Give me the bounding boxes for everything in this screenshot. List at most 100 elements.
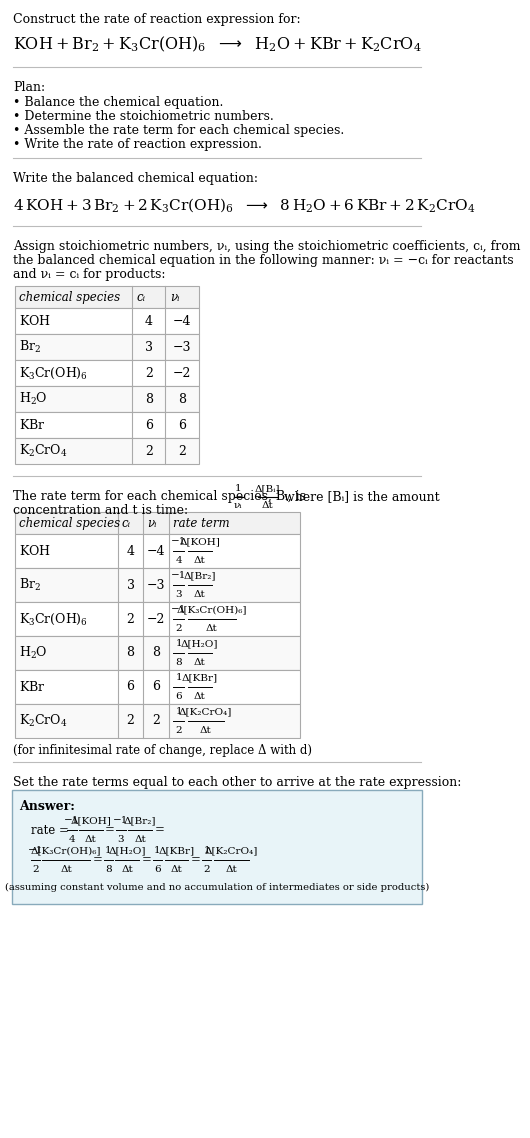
Text: $\mathregular{H_2O}$: $\mathregular{H_2O}$ bbox=[20, 391, 48, 407]
Text: Δt: Δt bbox=[121, 865, 133, 874]
Text: νᵢ: νᵢ bbox=[147, 517, 157, 529]
Text: =: = bbox=[142, 854, 152, 866]
Text: −4: −4 bbox=[147, 544, 165, 558]
Text: $\mathregular{K_2CrO_4}$: $\mathregular{K_2CrO_4}$ bbox=[20, 443, 68, 459]
Text: 8: 8 bbox=[152, 646, 160, 660]
Text: Δ[KBr]: Δ[KBr] bbox=[182, 673, 218, 682]
Text: −4: −4 bbox=[173, 314, 191, 328]
Text: where [Bᵢ] is the amount: where [Bᵢ] is the amount bbox=[284, 490, 440, 503]
Text: the balanced chemical equation in the following manner: νᵢ = −cᵢ for reactants: the balanced chemical equation in the fo… bbox=[13, 254, 514, 267]
Text: Δ[K₃Cr(OH)₆]: Δ[K₃Cr(OH)₆] bbox=[31, 846, 102, 855]
Text: • Balance the chemical equation.: • Balance the chemical equation. bbox=[13, 96, 224, 109]
Text: $\mathregular{KOH}$: $\mathregular{KOH}$ bbox=[19, 544, 50, 558]
Text: −1: −1 bbox=[171, 537, 187, 546]
Text: 2: 2 bbox=[127, 715, 135, 727]
Text: −2: −2 bbox=[147, 612, 165, 626]
Text: −1: −1 bbox=[28, 846, 43, 855]
Text: Δ[KBr]: Δ[KBr] bbox=[158, 846, 195, 855]
Text: =: = bbox=[191, 854, 201, 866]
Text: chemical species: chemical species bbox=[19, 517, 120, 529]
Text: 6: 6 bbox=[178, 419, 186, 431]
Text: 1: 1 bbox=[175, 707, 182, 716]
Text: 2: 2 bbox=[204, 865, 210, 874]
Text: 1: 1 bbox=[105, 846, 112, 855]
Text: Δ[H₂O]: Δ[H₂O] bbox=[181, 640, 218, 648]
Text: (for infinitesimal rate of change, replace Δ with d): (for infinitesimal rate of change, repla… bbox=[13, 744, 312, 757]
Text: $\mathregular{K_2CrO_4}$: $\mathregular{K_2CrO_4}$ bbox=[19, 712, 67, 729]
Text: (assuming constant volume and no accumulation of intermediates or side products): (assuming constant volume and no accumul… bbox=[5, 883, 429, 892]
Text: 4: 4 bbox=[127, 544, 135, 558]
Bar bbox=[15, 438, 199, 464]
Bar bbox=[15, 704, 300, 739]
Bar bbox=[15, 360, 199, 386]
Text: Δt: Δt bbox=[194, 692, 206, 701]
Text: $\mathregular{4\,KOH + 3\,Br_2 + 2\,K_3Cr(OH)_6}$  $\longrightarrow$  $\mathregu: $\mathregular{4\,KOH + 3\,Br_2 + 2\,K_3C… bbox=[13, 196, 475, 214]
Bar bbox=[15, 386, 199, 412]
Text: 4: 4 bbox=[175, 556, 182, 564]
Text: 4: 4 bbox=[68, 835, 75, 844]
Text: −1: −1 bbox=[171, 605, 187, 615]
Text: Δt: Δt bbox=[85, 835, 97, 844]
Text: 1: 1 bbox=[204, 846, 210, 855]
Text: 1: 1 bbox=[235, 484, 242, 493]
Text: The rate term for each chemical species, Bᵢ, is: The rate term for each chemical species,… bbox=[13, 490, 306, 503]
Bar bbox=[15, 286, 199, 308]
Text: Plan:: Plan: bbox=[13, 81, 45, 94]
Text: 3: 3 bbox=[118, 835, 125, 844]
Text: $\mathregular{KOH}$: $\mathregular{KOH}$ bbox=[20, 314, 51, 328]
Text: Δ[K₂CrO₄]: Δ[K₂CrO₄] bbox=[179, 707, 233, 716]
Text: 1: 1 bbox=[175, 640, 182, 648]
Text: chemical species: chemical species bbox=[20, 290, 121, 304]
Text: Set the rate terms equal to each other to arrive at the rate expression:: Set the rate terms equal to each other t… bbox=[13, 776, 462, 789]
Bar bbox=[15, 534, 300, 568]
Text: Answer:: Answer: bbox=[20, 800, 75, 813]
Text: Δt: Δt bbox=[194, 589, 206, 599]
Text: Δ[KOH]: Δ[KOH] bbox=[179, 537, 220, 546]
Text: νᵢ: νᵢ bbox=[170, 290, 180, 304]
Text: 1: 1 bbox=[154, 846, 161, 855]
Text: Δt: Δt bbox=[262, 501, 273, 510]
Text: Δt: Δt bbox=[206, 624, 218, 633]
Text: 2: 2 bbox=[127, 612, 135, 626]
Text: νᵢ: νᵢ bbox=[234, 501, 243, 510]
Text: =: = bbox=[92, 854, 102, 866]
Text: $\mathregular{KOH + Br_2 + K_3Cr(OH)_6}$  $\longrightarrow$  $\mathregular{H_2O : $\mathregular{KOH + Br_2 + K_3Cr(OH)_6}$… bbox=[13, 35, 422, 55]
Bar bbox=[15, 602, 300, 636]
Text: 3: 3 bbox=[175, 589, 182, 599]
Text: 6: 6 bbox=[127, 681, 135, 693]
Bar bbox=[15, 568, 300, 602]
Text: Δt: Δt bbox=[200, 726, 211, 735]
Text: 2: 2 bbox=[152, 715, 160, 727]
Bar bbox=[15, 636, 300, 670]
Text: Δt: Δt bbox=[226, 865, 237, 874]
Text: and νᵢ = cᵢ for products:: and νᵢ = cᵢ for products: bbox=[13, 269, 166, 281]
Text: −3: −3 bbox=[147, 578, 165, 592]
Text: Δ[K₂CrO₄]: Δ[K₂CrO₄] bbox=[205, 846, 258, 855]
Text: • Determine the stoichiometric numbers.: • Determine the stoichiometric numbers. bbox=[13, 110, 274, 123]
Text: −1: −1 bbox=[64, 816, 80, 825]
Text: Δ[Br₂]: Δ[Br₂] bbox=[183, 571, 216, 580]
Text: Δ[Br₂]: Δ[Br₂] bbox=[124, 816, 156, 825]
Text: Construct the rate of reaction expression for:: Construct the rate of reaction expressio… bbox=[13, 13, 301, 26]
Text: Δ[H₂O]: Δ[H₂O] bbox=[109, 846, 146, 855]
Text: Δt: Δt bbox=[194, 556, 206, 564]
Text: 3: 3 bbox=[127, 578, 135, 592]
FancyBboxPatch shape bbox=[12, 790, 422, 904]
Text: Assign stoichiometric numbers, νᵢ, using the stoichiometric coefficients, cᵢ, fr: Assign stoichiometric numbers, νᵢ, using… bbox=[13, 240, 520, 253]
Bar bbox=[15, 333, 199, 360]
Text: 2: 2 bbox=[175, 624, 182, 633]
Text: 8: 8 bbox=[178, 393, 186, 405]
Text: 2: 2 bbox=[32, 865, 39, 874]
Text: $\mathregular{K_3Cr(OH)_6}$: $\mathregular{K_3Cr(OH)_6}$ bbox=[20, 365, 89, 380]
Bar bbox=[15, 308, 199, 333]
Text: $\mathregular{Br_2}$: $\mathregular{Br_2}$ bbox=[20, 339, 41, 355]
Text: $\mathregular{Br_2}$: $\mathregular{Br_2}$ bbox=[19, 577, 41, 593]
Text: −2: −2 bbox=[173, 366, 191, 379]
Bar bbox=[15, 512, 300, 534]
Text: Δ[K₃Cr(OH)₆]: Δ[K₃Cr(OH)₆] bbox=[176, 605, 247, 615]
Text: $\mathregular{KBr}$: $\mathregular{KBr}$ bbox=[20, 418, 46, 432]
Text: −3: −3 bbox=[173, 340, 191, 354]
Text: Write the balanced chemical equation:: Write the balanced chemical equation: bbox=[13, 172, 258, 185]
Text: 8: 8 bbox=[175, 658, 182, 667]
Text: 6: 6 bbox=[154, 865, 161, 874]
